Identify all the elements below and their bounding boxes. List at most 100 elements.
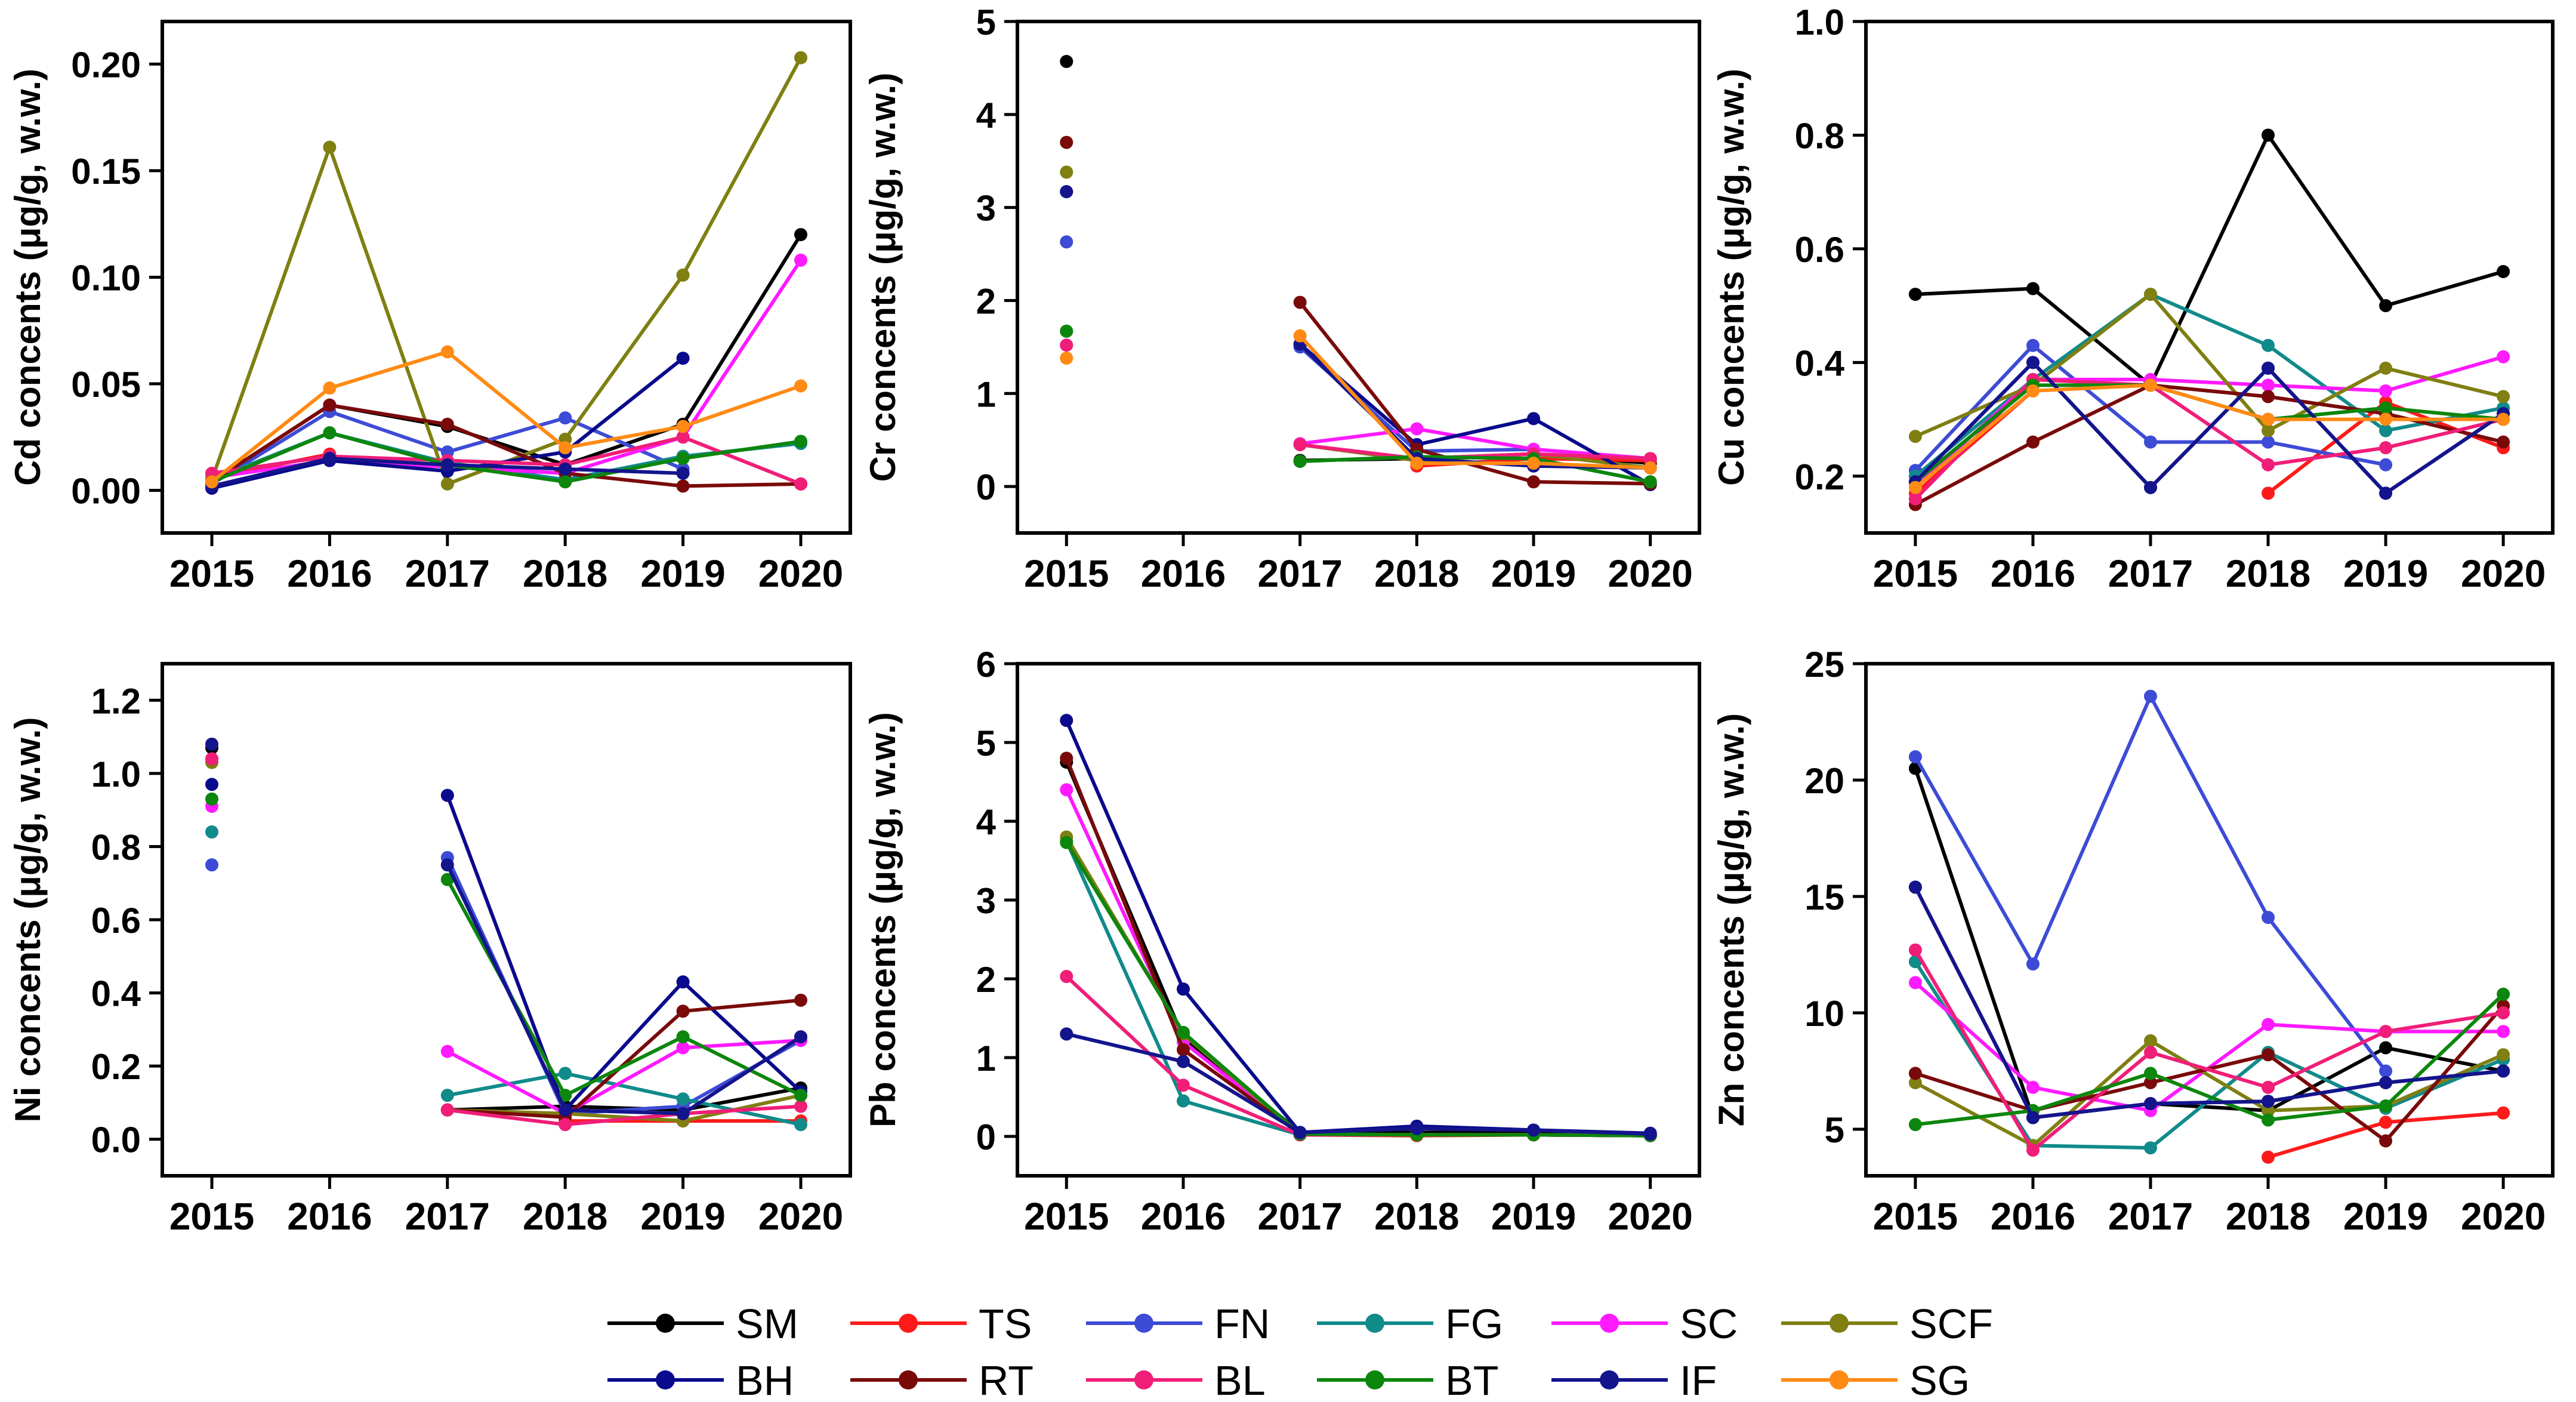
y-tick-label: 1	[976, 1039, 996, 1079]
data-point	[1293, 437, 1307, 451]
data-point	[2143, 689, 2157, 703]
data-point	[2262, 412, 2275, 426]
x-tick-label: 2015	[1024, 1195, 1109, 1238]
data-point	[2497, 1064, 2510, 1078]
data-point	[559, 1103, 572, 1117]
data-point	[2026, 384, 2040, 398]
series-if	[1908, 880, 2510, 1124]
y-axis-label: Cu concents (μg/g, w.w.)	[1711, 69, 1751, 486]
x-tick-label: 2018	[2226, 552, 2310, 595]
data-point	[2262, 361, 2275, 375]
x-tick-label: 2017	[2108, 1195, 2193, 1238]
data-point	[1527, 1123, 1541, 1137]
data-point	[676, 420, 690, 433]
x-tick-label: 2017	[1257, 1195, 1342, 1238]
data-point	[1176, 1055, 1190, 1068]
data-point	[205, 858, 219, 872]
data-point	[1908, 1118, 1922, 1132]
y-tick-label: 0.10	[71, 258, 141, 298]
series-fn	[1060, 1027, 1657, 1141]
data-point	[2379, 412, 2393, 426]
series-line	[1066, 1032, 1651, 1136]
x-tick-label: 2017	[1257, 552, 1342, 595]
legend-label: IF	[1680, 1357, 1717, 1402]
legend-entry-ts: TS	[850, 1301, 1032, 1347]
data-point	[2379, 1041, 2393, 1055]
legend-label: BH	[736, 1357, 794, 1402]
series-line	[1298, 334, 1651, 470]
x-tick-label: 2019	[1491, 1195, 1576, 1238]
data-point	[676, 1004, 690, 1018]
legend-entry-sm: SM	[607, 1301, 798, 1347]
y-axis-label: Pb concents (μg/g, w.w.)	[863, 712, 903, 1127]
data-point	[2026, 1144, 2040, 1157]
x-tick-label: 2017	[2108, 552, 2193, 595]
data-point	[1176, 1025, 1190, 1039]
series-bl	[1908, 943, 2510, 1157]
series-scf	[205, 51, 807, 491]
y-tick-label: 0.8	[91, 827, 141, 867]
data-point	[2497, 987, 2510, 1001]
series-sm	[1060, 756, 1657, 1142]
data-point	[559, 411, 572, 425]
series-bt	[1060, 836, 1657, 1142]
data-point	[323, 381, 337, 395]
data-point	[2379, 1076, 2393, 1089]
x-tick-label: 2020	[758, 1195, 843, 1238]
series-line	[446, 1039, 801, 1116]
data-point	[2143, 378, 2157, 392]
data-point	[2262, 1104, 2275, 1117]
y-tick-label: 4	[976, 802, 997, 842]
legend-marker	[1134, 1314, 1153, 1333]
x-tick-label: 2019	[640, 552, 725, 595]
data-point	[1908, 750, 1922, 763]
legend-label: RT	[979, 1357, 1034, 1402]
data-point	[2379, 401, 2393, 415]
series-line	[1914, 886, 2504, 1120]
legend-label: SM	[736, 1301, 798, 1347]
data-point	[559, 1118, 572, 1132]
data-point	[205, 778, 219, 791]
data-point	[2379, 384, 2393, 398]
data-point	[205, 792, 219, 806]
plot-frame	[1016, 662, 1701, 1178]
data-point	[676, 430, 690, 444]
data-point	[2143, 1046, 2157, 1059]
y-axis-label: Zn concents (μg/g, w.w.)	[1711, 713, 1751, 1126]
y-tick-label: 3	[976, 189, 996, 229]
series-line	[211, 431, 801, 484]
data-point	[323, 398, 337, 412]
legend-label: TS	[979, 1301, 1032, 1347]
data-point	[794, 1089, 807, 1102]
x-tick-label: 2018	[523, 1195, 607, 1238]
data-point	[1908, 430, 1922, 443]
data-point	[559, 441, 572, 455]
series-rt	[205, 752, 807, 1124]
data-point	[2379, 1064, 2393, 1078]
series-line	[1300, 455, 1651, 484]
y-tick-label: 0.0	[91, 1120, 141, 1160]
x-tick-label: 2016	[1991, 552, 2075, 595]
data-point	[559, 1067, 572, 1080]
x-tick-label: 2015	[1873, 552, 1958, 595]
series-line	[211, 350, 801, 483]
data-point	[2379, 486, 2393, 500]
legend-marker	[1830, 1314, 1849, 1333]
data-point	[2262, 338, 2275, 352]
plot-frame	[1016, 20, 1701, 535]
chart-cd: 2015 2016 2017 2018 2019 2020 0.00 0.05 0.10 0.15…	[8, 20, 852, 595]
y-tick-label: 5	[976, 723, 996, 763]
legend-label: FN	[1214, 1301, 1270, 1347]
y-axis-label: Ni concents (μg/g, w.w.)	[8, 717, 48, 1123]
data-point	[559, 462, 572, 476]
legend-label: BL	[1214, 1357, 1266, 1402]
y-tick-label: 10	[1804, 994, 1844, 1034]
series-line	[1298, 301, 1651, 486]
series-fg	[1060, 834, 1657, 1142]
data-point	[2379, 1099, 2393, 1113]
data-point	[1060, 836, 1073, 849]
legend-label: FG	[1445, 1301, 1503, 1347]
data-point	[2026, 435, 2040, 449]
data-point	[676, 479, 690, 493]
series-bh	[1908, 880, 2510, 1124]
